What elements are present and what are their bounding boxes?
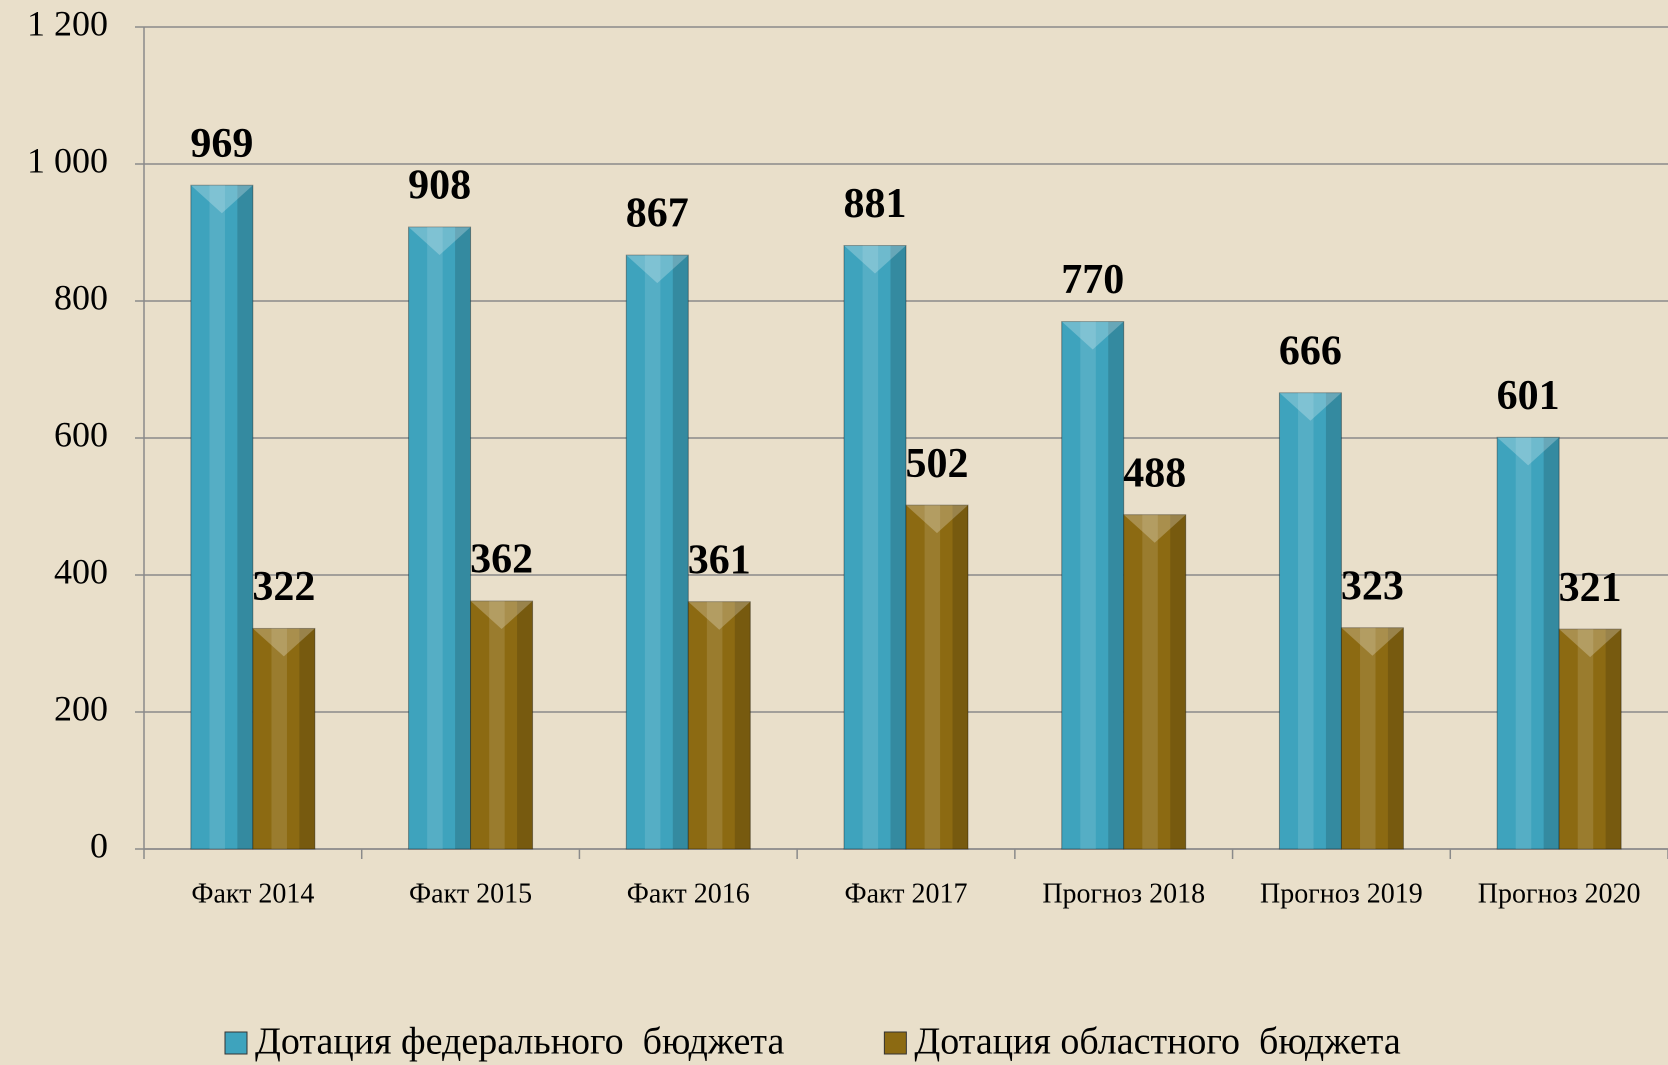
bar-shadow [1325,392,1342,849]
y-tick-label: 800 [54,277,108,317]
y-tick-label: 1 000 [27,140,108,180]
bar [625,254,689,850]
value-label: 881 [844,181,907,227]
bar-cap [626,255,689,284]
bar-shadow [1170,514,1186,849]
bar-highlight [489,601,505,849]
value-label: 601 [1497,373,1560,419]
bar [1278,392,1342,850]
bar-shadow [299,628,315,849]
bar-highlight [924,505,941,849]
bar-cap [470,601,533,630]
legend-swatch [224,1031,248,1055]
bar-cap [688,601,751,630]
bar-cap [408,227,471,256]
bar-highlight [1080,321,1096,849]
bar [470,600,534,850]
bar-highlight [1515,437,1532,849]
bar-shadow [672,255,689,850]
bar-cap [906,505,968,534]
bar-highlight [1298,392,1314,849]
bar-highlight [427,227,443,849]
bar-highlight [706,601,723,849]
bar-cap [1279,392,1342,421]
bar-cap [844,245,906,274]
y-tick-label: 1 200 [27,3,108,43]
value-label: 323 [1341,563,1404,609]
bar [1340,627,1404,850]
value-label: 488 [1123,450,1186,496]
bar [905,504,969,850]
y-tick-label: 200 [54,688,108,728]
value-label: 361 [688,537,751,583]
value-label: 322 [252,564,315,610]
bar-cap [1497,437,1560,466]
bar-cap [1061,321,1124,350]
y-tick-label: 600 [54,414,108,454]
value-label: 666 [1279,328,1342,374]
bar-highlight [644,255,661,850]
bar-shadow [237,185,253,850]
x-tick-label: Прогноз 2019 [1260,878,1423,909]
bar-shadow [517,601,533,849]
bar [1558,628,1622,850]
bar-highlight [862,245,879,849]
y-tick-label: 0 [90,825,108,865]
x-tick-label: Факт 2017 [844,878,967,909]
bar-highlight [1577,629,1594,849]
bar-shadow [734,601,751,849]
bar-cap [1341,627,1404,656]
bar-highlight [1360,627,1376,849]
bar-shadow [952,505,968,849]
value-label: 969 [190,121,253,167]
value-label: 502 [906,441,969,487]
x-tick-label: Факт 2014 [191,878,314,909]
bar-highlight [209,185,225,850]
bar-shadow [1543,437,1560,849]
legend-label: Дотация областного бюджета [914,1021,1400,1063]
bar [687,601,751,850]
bar [843,245,907,850]
value-label: 908 [408,163,471,209]
bar [1496,436,1560,850]
bar [252,627,316,850]
x-tick-label: Факт 2016 [627,878,750,909]
value-label: 867 [626,191,689,237]
bar-shadow [455,227,471,849]
bar-cap [252,628,315,657]
bar-cap [1559,629,1622,658]
bar-highlight [1142,514,1158,849]
legend-swatch [883,1031,907,1055]
bar-shadow [1108,321,1124,849]
bar [1061,321,1125,850]
value-label: 362 [470,537,533,583]
bar [408,226,472,850]
bar-shadow [1605,629,1622,849]
bar-highlight [271,628,287,849]
x-tick-label: Прогноз 2018 [1042,878,1205,909]
x-tick-label: Прогноз 2020 [1478,878,1641,909]
bar-cap [1123,514,1186,543]
x-tick-label: Факт 2015 [409,878,532,909]
value-label: 321 [1559,565,1622,611]
bar [1123,514,1187,850]
bar-cap [190,185,253,214]
y-tick-label: 400 [54,551,108,591]
value-label: 770 [1061,257,1124,303]
legend-label: Дотация федерального бюджета [255,1021,784,1063]
bar-shadow [1387,627,1404,849]
bar [190,184,254,850]
bar-shadow [890,245,906,849]
